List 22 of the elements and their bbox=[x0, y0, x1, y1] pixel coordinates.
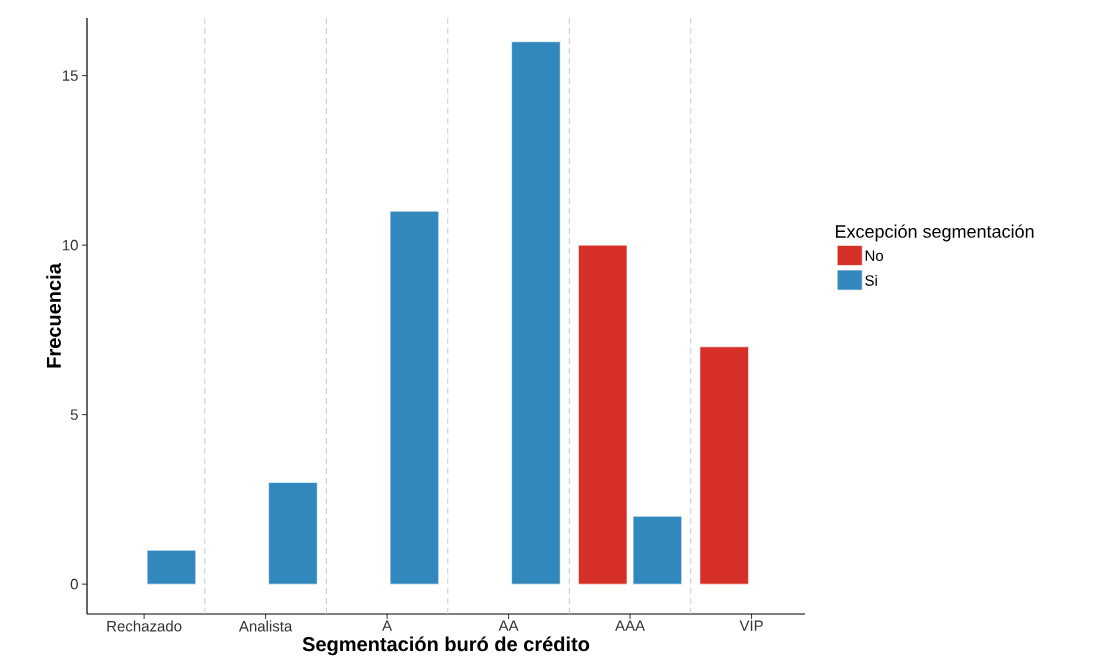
y-tick-label: 15 bbox=[62, 70, 78, 81]
bar bbox=[389, 210, 440, 585]
bar bbox=[268, 482, 318, 585]
bar bbox=[632, 516, 682, 585]
y-axis-title: Frecuencia bbox=[46, 263, 61, 368]
x-tick-label: VIP bbox=[739, 620, 763, 631]
x-tick-label: A bbox=[382, 620, 393, 631]
y-tick-label: 10 bbox=[62, 239, 78, 251]
bar bbox=[146, 549, 197, 585]
x-tick-label: Analista bbox=[238, 620, 293, 632]
x-tick-label: AAA bbox=[615, 620, 646, 631]
y-tick-label: 5 bbox=[70, 409, 78, 420]
y-tick-label: 0 bbox=[70, 578, 78, 590]
bar bbox=[699, 346, 749, 585]
x-tick-label: Rechazado bbox=[107, 620, 182, 632]
legend-label: Si bbox=[865, 274, 877, 286]
bar bbox=[578, 244, 628, 585]
x-axis-title: Segmentación buró de crédito bbox=[302, 636, 590, 656]
legend-label: No bbox=[865, 250, 884, 262]
bar bbox=[511, 41, 561, 585]
legend-title: Excepción segmentación bbox=[835, 224, 1034, 242]
x-tick-label: AA bbox=[498, 620, 519, 631]
